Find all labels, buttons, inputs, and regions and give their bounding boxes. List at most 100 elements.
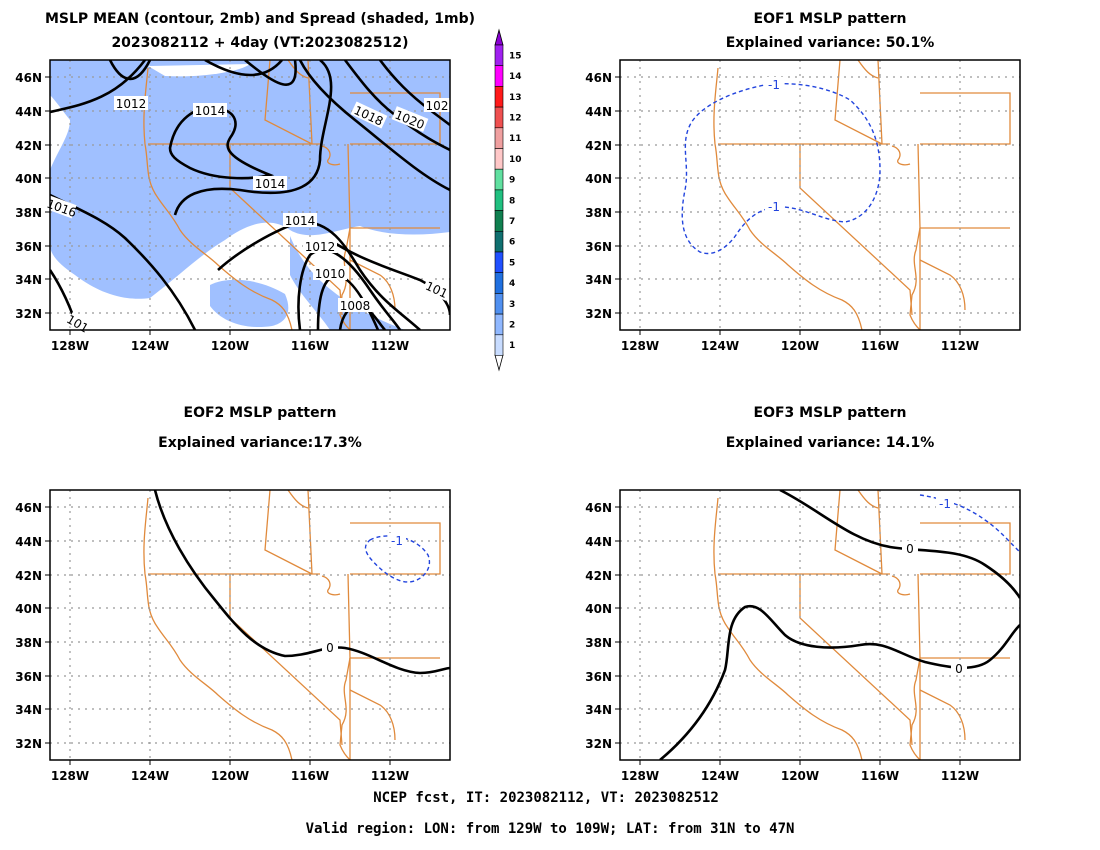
mslp-contour-1018 — [298, 60, 450, 192]
latitude-tick-label: 40N — [585, 172, 612, 186]
longitude-tick-label: 128W — [621, 769, 659, 783]
longitude-tick-label: 120W — [211, 769, 249, 783]
california-nevada-border — [229, 574, 343, 746]
mean-map-panel: 1012 1014 1014 1014 1012 1010 1008 1016 … — [15, 59, 452, 353]
longitude-tick-label: 112W — [371, 339, 409, 353]
state-boundaries — [713, 60, 1011, 330]
eof2-panel-title: EOF2 MSLP pattern — [184, 405, 337, 421]
southeast-border — [349, 259, 396, 311]
latitude-tick-label: 40N — [585, 602, 612, 616]
latitude-tick-label: 46N — [585, 71, 612, 85]
mslp-contour-1016-southeast — [329, 238, 450, 316]
eof1-contour-label: -1 — [768, 200, 780, 214]
latitude-tick-label: 42N — [15, 139, 42, 153]
montana-border — [857, 490, 879, 509]
colorbar-label: 5 — [509, 258, 515, 268]
utah-border — [347, 573, 440, 659]
longitude-tick-label: 120W — [781, 769, 819, 783]
coastline — [143, 67, 293, 330]
eof3-zero-contour-north — [779, 490, 1020, 599]
latitude-tick-label: 34N — [15, 273, 42, 287]
california-nevada-border — [799, 574, 913, 746]
colorbar-label: 8 — [509, 196, 515, 206]
eof2-negative-contour — [364, 535, 431, 583]
great-salt-lake — [891, 145, 911, 166]
eof3-panel-title: EOF3 MSLP pattern — [754, 405, 907, 421]
lat-lon-gridlines — [620, 490, 1020, 760]
colorbar-segment — [494, 127, 504, 149]
contour-label-1012: 1012 — [116, 97, 147, 111]
latitude-tick-label: 36N — [15, 670, 42, 684]
latitude-tick-label: 34N — [585, 703, 612, 717]
colorbar-segment — [494, 272, 504, 294]
colorbar-segment — [494, 106, 504, 129]
mslp-contour-1016 — [50, 193, 197, 330]
wyoming-border — [920, 522, 1011, 575]
arizona-border — [909, 227, 922, 330]
colorbar-segment — [494, 210, 504, 232]
axis-tick-labels: 46N 44N 42N 40N 38N 36N 34N 32N 128W 124W 120W 116W… — [15, 71, 409, 353]
colorbar-label: 6 — [509, 238, 515, 248]
longitude-tick-label: 124W — [701, 339, 739, 353]
latitude-tick-label: 44N — [585, 105, 612, 119]
colorbar-label: 2 — [509, 320, 515, 330]
southeast-border — [919, 689, 966, 741]
eof2-contour-label: -1 — [391, 534, 403, 548]
idaho-border — [834, 60, 883, 145]
colorbar-label: 1 — [509, 341, 515, 351]
eof2-map-panel: -1 0 46N 44N 42N 40N 38N 36N 34N 32N 128W 124W 120… — [15, 489, 451, 783]
longitude-tick-label: 120W — [211, 339, 249, 353]
montana-border — [287, 60, 309, 79]
latitude-tick-label: 44N — [585, 535, 612, 549]
contour-label-1014: 1014 — [195, 104, 226, 118]
spread-extension-north — [150, 60, 260, 66]
great-salt-lake — [321, 145, 341, 166]
contour-label-1010: 1010 — [315, 267, 346, 281]
coastline — [713, 67, 863, 330]
colorbar-label: 4 — [509, 279, 515, 289]
colorbar-label: 13 — [509, 93, 522, 103]
colorbar-segment — [494, 148, 504, 170]
contour-label-1008: 1008 — [340, 299, 371, 313]
utah-border — [917, 143, 1010, 229]
latitude-tick-label: 42N — [15, 569, 42, 583]
eof1-negative-contour — [681, 82, 881, 255]
colorbar-segment — [494, 44, 504, 67]
lat-lon-gridlines — [50, 60, 450, 330]
wyoming-border — [920, 92, 1011, 145]
colorbar-label: 11 — [509, 134, 522, 144]
latitude-tick-label: 36N — [15, 240, 42, 254]
great-salt-lake — [321, 575, 341, 596]
eof1-variance-label: Explained variance: 50.1% — [726, 35, 935, 51]
latitude-tick-label: 36N — [585, 670, 612, 684]
longitude-tick-label: 128W — [51, 339, 89, 353]
longitude-tick-label: 112W — [371, 769, 409, 783]
colorbar-label: 3 — [509, 300, 515, 310]
eof1-panel-title: EOF1 MSLP pattern — [754, 11, 907, 27]
colorbar-label: 12 — [509, 113, 522, 123]
latitude-tick-label: 38N — [15, 636, 42, 650]
latitude-tick-label: 32N — [585, 737, 612, 751]
eof1-contour-label: -1 — [768, 78, 780, 92]
latitude-tick-label: 44N — [15, 105, 42, 119]
latitude-tick-label: 44N — [15, 535, 42, 549]
latitude-tick-label: 46N — [15, 501, 42, 515]
eof3-variance-label: Explained variance: 14.1% — [726, 435, 935, 451]
latitude-tick-label: 32N — [15, 737, 42, 751]
idaho-border — [264, 60, 313, 145]
eof3-contour-label: 0 — [955, 662, 963, 676]
colorbar-segment — [494, 168, 504, 191]
latitude-tick-label: 38N — [585, 206, 612, 220]
map-frame — [49, 59, 451, 331]
longitude-tick-label: 120W — [781, 339, 819, 353]
map-frame — [49, 489, 451, 761]
colorbar-segment — [494, 334, 504, 356]
axis-tick-labels: 46N 44N 42N 40N 38N 36N 34N 32N 128W 124W 120W 116W… — [15, 501, 409, 783]
map-frame — [619, 489, 1021, 761]
eof3-negative-contour — [919, 494, 1020, 553]
colorbar-segment — [494, 251, 504, 274]
eof2-zero-contour — [153, 490, 450, 675]
latitude-tick-label: 42N — [585, 139, 612, 153]
mslp-contour-1012-north — [108, 60, 152, 81]
montana-border — [287, 490, 309, 509]
